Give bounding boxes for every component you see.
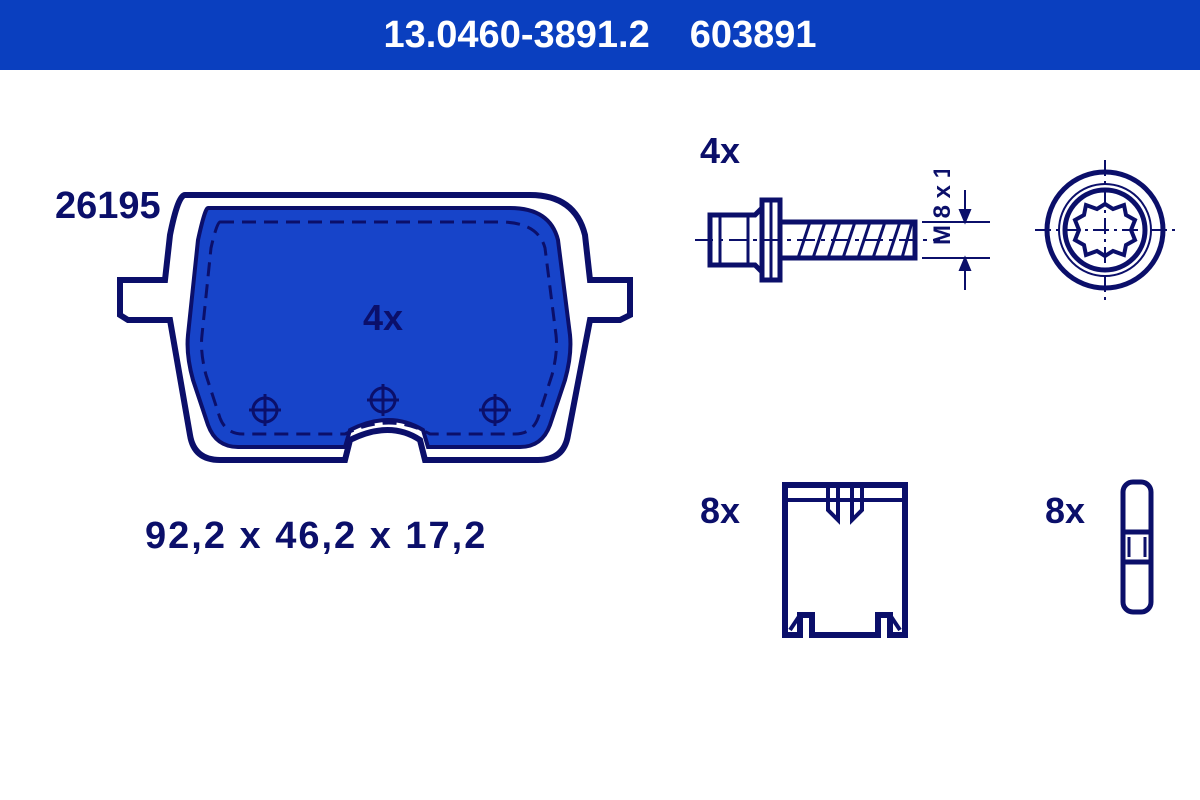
- pad-qty-text: 4x: [363, 297, 403, 338]
- shim-qty-label: 8x: [1045, 490, 1085, 532]
- bolt-thread-text: M 8 x 1: [929, 170, 956, 245]
- diagram-area: 26195 4x 92,2 x 46,2 x 17,2 4x: [0, 70, 1200, 800]
- clip-drawing: [760, 465, 930, 655]
- alt-number: 603891: [690, 14, 817, 57]
- pad-dimensions: 92,2 x 46,2 x 17,2: [145, 515, 487, 558]
- shim-drawing: [1115, 472, 1160, 622]
- part-number: 13.0460-3891.2: [383, 14, 649, 57]
- header-bar: 13.0460-3891.2 603891: [0, 0, 1200, 70]
- bolt-qty-label: 4x: [700, 130, 740, 172]
- clip-qty-label: 8x: [700, 490, 740, 532]
- brake-pad-drawing: 4x: [90, 140, 650, 500]
- bolt-drawing: M 8 x 1: [690, 170, 1010, 340]
- bolt-head-view: [1035, 160, 1175, 300]
